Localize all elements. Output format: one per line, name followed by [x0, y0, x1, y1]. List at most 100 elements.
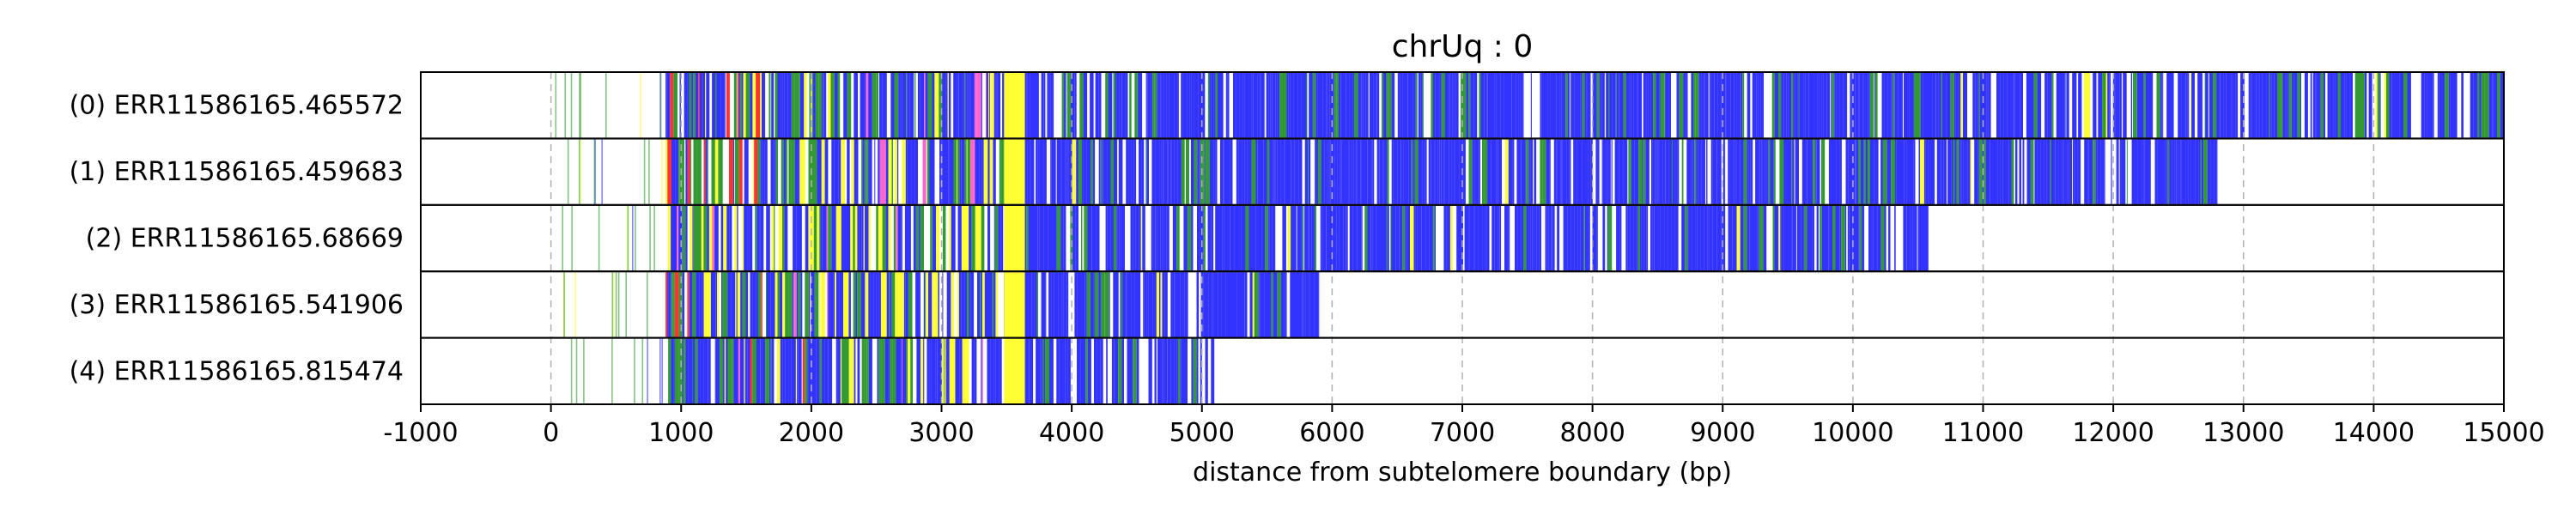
read-stripe	[1315, 139, 1318, 204]
read-stripe	[2018, 73, 2020, 138]
read-stripe	[1382, 73, 1387, 138]
read-stripe	[736, 272, 738, 337]
read-stripe	[802, 338, 805, 403]
read-stripe	[1752, 73, 1755, 138]
read-stripe	[1983, 73, 1987, 138]
read-stripe	[1839, 73, 1844, 138]
read-stripe	[1244, 73, 1249, 138]
read-stripe	[661, 338, 663, 403]
read-stripe	[1160, 73, 1162, 138]
read-stripe	[1760, 73, 1764, 138]
read-stripe	[749, 205, 753, 271]
read-stripe	[948, 139, 950, 204]
read-stripe	[1740, 205, 1742, 271]
read-stripe	[1707, 205, 1710, 271]
read-stripe	[826, 205, 829, 271]
read-stripe	[1691, 73, 1693, 138]
read-stripe	[1036, 272, 1038, 337]
read-stripe	[1504, 205, 1509, 271]
read-stripe	[1411, 73, 1413, 138]
read-stripe	[1383, 205, 1387, 271]
read-stripe	[784, 73, 788, 138]
read-stripe	[1803, 73, 1806, 138]
read-stripe	[998, 205, 1001, 271]
read-stripe	[705, 73, 707, 138]
read-stripe	[1941, 73, 1947, 138]
read-stripe	[1154, 73, 1157, 138]
read-stripe	[1083, 139, 1087, 204]
read-stripe	[1660, 205, 1662, 271]
read-stripe	[770, 139, 775, 204]
read-stripe	[737, 73, 739, 138]
read-stripe	[1593, 73, 1597, 138]
read-stripe	[1963, 73, 1967, 138]
x-tick-label: 10000	[1812, 418, 1893, 448]
read-stripe	[1734, 73, 1737, 138]
read-stripe	[762, 338, 765, 403]
read-stripe	[1762, 139, 1765, 204]
read-stripe	[1676, 73, 1680, 138]
read-stripe	[2136, 139, 2138, 204]
read-stripe	[1390, 205, 1392, 271]
read-stripe	[1145, 73, 1147, 138]
read-stripe	[1728, 205, 1731, 271]
read-stripe	[692, 338, 696, 403]
read-stripe	[1215, 73, 1218, 138]
read-stripe	[1186, 139, 1189, 204]
read-stripe	[1660, 73, 1665, 138]
read-stripe	[2100, 139, 2105, 204]
read-stripe	[682, 205, 686, 271]
read-stripe	[839, 272, 843, 337]
read-stripe	[2112, 73, 2115, 138]
read-stripe	[1352, 73, 1354, 138]
read-stripe	[1546, 139, 1550, 204]
read-stripe	[1695, 73, 1699, 138]
read-stripe	[2266, 73, 2269, 138]
read-stripe	[1208, 272, 1212, 337]
read-stripe	[1858, 73, 1860, 138]
read-stripe	[2433, 73, 2434, 138]
read-stripe	[1943, 139, 1947, 204]
read-stripe	[878, 338, 882, 403]
read-stripe	[1059, 338, 1061, 403]
read-stripe	[1868, 139, 1870, 204]
read-stripe	[1066, 272, 1069, 337]
read-stripe	[1449, 73, 1453, 138]
x-tick-label: 0	[543, 418, 559, 448]
read-stripe	[678, 205, 683, 271]
read-stripe	[2087, 139, 2089, 204]
read-stripe	[1314, 272, 1319, 337]
read-stripe	[1835, 205, 1840, 271]
read-stripe	[1251, 73, 1254, 138]
read-stripe	[2287, 73, 2289, 138]
read-stripe	[724, 338, 726, 403]
read-stripe	[1158, 205, 1161, 271]
read-stripe	[1028, 205, 1032, 271]
read-stripe	[732, 139, 734, 204]
read-stripe	[1431, 139, 1435, 204]
read-stripe	[1652, 139, 1656, 204]
read-stripe	[979, 139, 982, 204]
read-stripe	[1704, 73, 1709, 138]
read-stripe	[1113, 272, 1117, 337]
x-tick-label: 6000	[1299, 418, 1364, 448]
read-stripe	[1267, 73, 1269, 138]
read-stripe	[2019, 139, 2020, 204]
read-stripe	[1761, 139, 1763, 204]
read-stripe	[960, 338, 963, 403]
read-stripe	[1079, 73, 1084, 138]
read-stripe	[1710, 139, 1713, 204]
read-stripe	[1081, 338, 1086, 403]
read-stripe	[1484, 73, 1487, 138]
read-stripe	[805, 205, 809, 271]
read-stripe	[914, 139, 918, 204]
read-stripe	[1686, 139, 1690, 204]
read-stripe	[1405, 205, 1407, 271]
read-stripe	[1402, 73, 1405, 138]
read-stripe	[1286, 73, 1289, 138]
read-stripe	[953, 139, 957, 204]
read-stripe	[1141, 139, 1145, 204]
read-stripe	[745, 73, 750, 138]
read-stripe	[1371, 139, 1373, 204]
read-stripe	[1180, 272, 1182, 337]
